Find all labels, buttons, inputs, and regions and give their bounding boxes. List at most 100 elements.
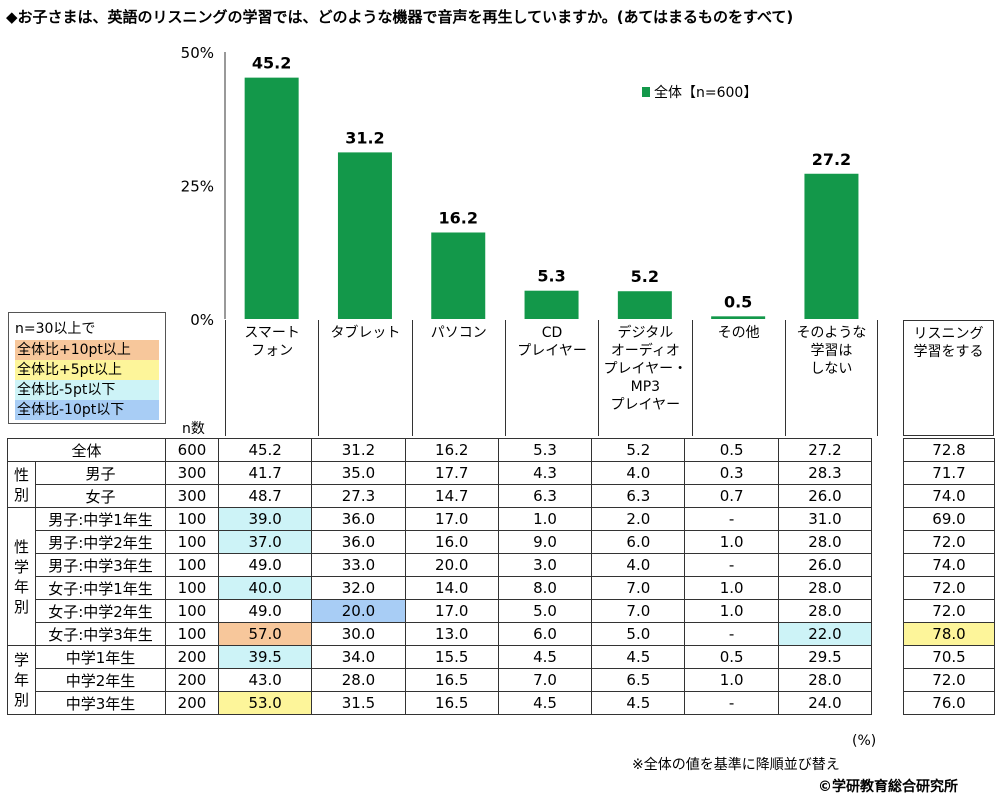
legend-series-label: 全体【n=600】	[654, 84, 757, 101]
table-row: 72.0	[903, 668, 995, 692]
table-cell: 3.0	[497, 553, 593, 577]
listening-table: 72.8 71.7 74.0 69.0 72.0 74.0 72.0 72.0 78.0 70.5…	[903, 438, 995, 715]
table-cell: 16.5	[404, 691, 499, 715]
highlight-legend: n=30以上で 全体比+10pt以上 全体比+5pt以上 全体比-5pt以下 全…	[8, 312, 166, 424]
table-cell: 28.3	[777, 461, 873, 485]
y-tick-label: 0%	[190, 311, 214, 329]
table-row: 70.5	[903, 645, 995, 669]
table-cell: 17.0	[404, 599, 499, 623]
listening-cell: 72.8	[903, 438, 995, 462]
table-cell: 31.5	[311, 691, 406, 715]
listening-cell: 78.0	[903, 622, 995, 646]
listening-cell: 74.0	[903, 553, 995, 577]
table-row: 72.8	[903, 438, 995, 462]
table-cell: 57.0	[217, 622, 313, 646]
table-cell: 2.0	[591, 507, 686, 531]
table-cell: 4.0	[591, 461, 686, 485]
table-cell: 43.0	[217, 668, 313, 692]
table-row: 69.0	[903, 507, 995, 531]
bar-value-label: 0.5	[724, 292, 752, 311]
row-group-label: 性 学 年 別	[7, 507, 36, 646]
row-n-count: 300	[165, 484, 219, 508]
table-cell: 4.5	[591, 691, 686, 715]
bar	[617, 291, 672, 319]
table-cell: 5.0	[591, 622, 686, 646]
row-label: 男子:中学1年生	[35, 507, 166, 531]
table-cell: 36.0	[311, 507, 406, 531]
table-cell: 45.2	[217, 438, 313, 462]
listening-cell: 71.7	[903, 461, 995, 485]
table-row: 女子:中学2年生 100 49.0 20.0 17.0 5.0 7.0 1.0 28.0	[8, 599, 873, 623]
legend-swatch	[642, 87, 650, 97]
row-n-count: 600	[165, 438, 219, 462]
table-cell: 40.0	[217, 576, 313, 600]
table-cell: 17.0	[404, 507, 499, 531]
table-cell: 1.0	[684, 576, 779, 600]
table-row: 74.0	[903, 553, 995, 577]
listening-cell: 72.0	[903, 530, 995, 554]
table-cell: 31.2	[311, 438, 406, 462]
row-group-label: 学 年 別	[7, 645, 36, 715]
table-cell: 1.0	[684, 599, 779, 623]
table-cell: -	[684, 553, 779, 577]
table-row: 72.0	[903, 599, 995, 623]
table-row: 学 年 別中学1年生 200 39.5 34.0 15.5 4.5 4.5 0.5 29.5	[7, 645, 873, 715]
table-cell: 37.0	[217, 530, 313, 554]
bar-value-label: 31.2	[345, 128, 384, 147]
copyright: ©学研教育総合研究所	[818, 779, 958, 795]
table-cell: 48.7	[217, 484, 313, 508]
unit-label: (%)	[852, 733, 877, 749]
table-cell: 20.0	[404, 553, 499, 577]
table-cell: 26.0	[777, 553, 873, 577]
category-header: そのような 学習は しない	[784, 320, 879, 436]
bar	[711, 316, 766, 319]
row-label: 中学1年生	[35, 645, 166, 669]
table-cell: -	[684, 622, 779, 646]
table-row: 72.0	[903, 576, 995, 600]
table-row: 男子:中学2年生 100 37.0 36.0 16.0 9.0 6.0 1.0 28.0	[8, 530, 873, 554]
category-header: タブレット	[318, 320, 411, 436]
table-row: 全体 600 45.2 31.2 16.2 5.3 5.2 0.5 27.2	[7, 438, 873, 462]
table-row: 中学2年生 200 43.0 28.0 16.5 7.0 6.5 1.0 28.0	[8, 668, 873, 692]
row-n-count: 300	[165, 461, 219, 485]
bar	[337, 152, 392, 319]
row-n-count: 200	[165, 645, 219, 669]
table-row: 性 別男子 300 41.7 35.0 17.7 4.3 4.0 0.3 28.3	[7, 461, 873, 508]
table-row: 女子:中学1年生 100 40.0 32.0 14.0 8.0 7.0 1.0 28.0	[8, 576, 873, 600]
listening-cell: 70.5	[903, 645, 995, 669]
row-n-count: 200	[165, 691, 219, 715]
row-n-count: 100	[165, 576, 219, 600]
table-cell: 41.7	[217, 461, 313, 485]
table-row: 性 学 年 別男子:中学1年生 100 39.0 36.0 17.0 1.0 2.0-31.…	[7, 507, 873, 646]
table-cell: 15.5	[404, 645, 499, 669]
table-row: 71.7	[903, 461, 995, 485]
table-cell: 39.0	[217, 507, 313, 531]
row-n-count: 100	[165, 507, 219, 531]
table-cell: 49.0	[217, 553, 313, 577]
table-cell: 5.0	[497, 599, 593, 623]
table-cell: 1.0	[684, 530, 779, 554]
legend-minus10: 全体比-10pt以下	[15, 400, 159, 420]
table-cell: 9.0	[497, 530, 593, 554]
row-n-count: 200	[165, 668, 219, 692]
y-tick-label: 50%	[181, 44, 214, 62]
table-cell: 31.0	[777, 507, 873, 531]
bar-value-label: 5.3	[537, 267, 565, 286]
page-title: ◆お子さまは、英語のリスニングの学習では、どのような機器で音声を再生していますか…	[6, 8, 794, 26]
table-cell: 28.0	[777, 530, 873, 554]
table-row: 76.0	[903, 691, 995, 715]
table-cell: 34.0	[311, 645, 406, 669]
table-cell: 27.3	[311, 484, 406, 508]
table-cell: 30.0	[311, 622, 406, 646]
table-cell: 14.0	[404, 576, 499, 600]
table-cell: 16.0	[404, 530, 499, 554]
category-header: CD プレイヤー	[504, 320, 598, 436]
table-cell: 6.5	[591, 668, 686, 692]
table-row: 中学3年生 200 53.0 31.5 16.5 4.5 4.5-24.0	[8, 691, 873, 715]
row-label: 中学2年生	[35, 668, 166, 692]
bar-chart: 0% 25% 50% 45.2 31.2 16.2 5.3 5.2 0.5 27.2 全体【n=60…	[181, 44, 859, 329]
table-cell: 5.3	[497, 438, 593, 462]
table-row: 78.0	[903, 622, 995, 646]
y-tick-label: 25%	[181, 178, 214, 196]
bar-value-label: 16.2	[439, 208, 478, 227]
